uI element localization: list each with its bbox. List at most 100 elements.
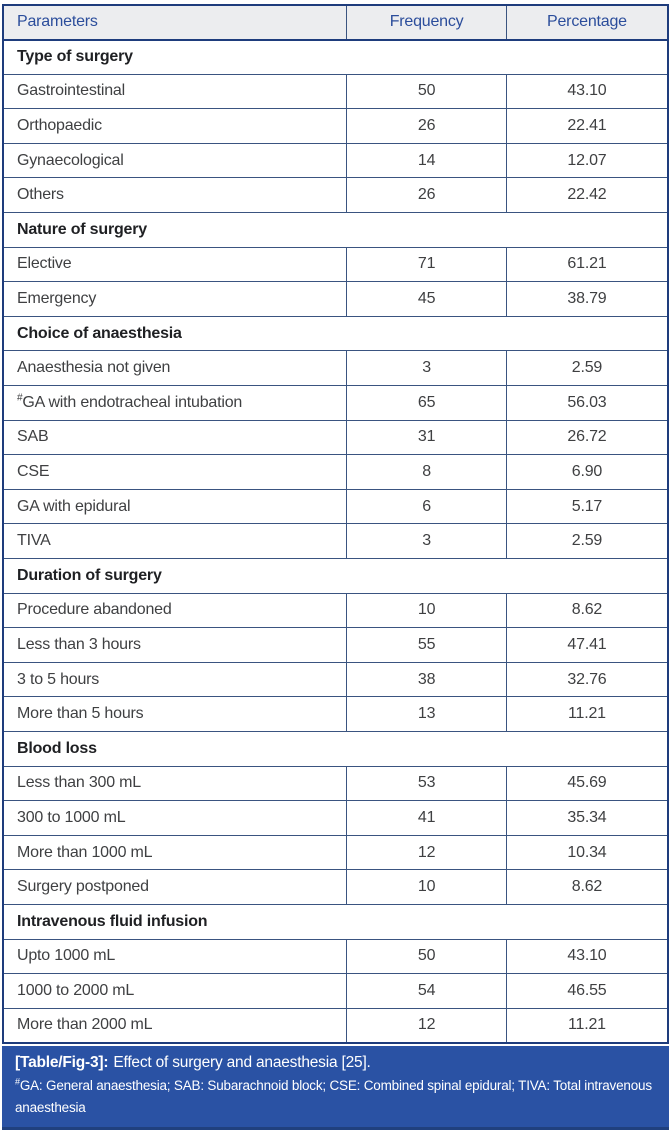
percentage-cell: 46.55 [505, 973, 669, 1009]
table-row: Procedure abandoned 10 8.62 [2, 592, 669, 629]
frequency-cell: 55 [346, 627, 507, 663]
percentage-cell: 11.21 [505, 1007, 669, 1044]
caption-bar: [Table/Fig-3]: Effect of surgery and anae… [2, 1045, 669, 1130]
percentage-cell: 61.21 [505, 246, 669, 283]
frequency-cell: 13 [346, 696, 507, 732]
percentage-cell: 8.62 [505, 592, 669, 629]
percentage-cell: 5.17 [505, 488, 669, 525]
frequency-cell: 8 [346, 454, 507, 490]
section-row: Nature of surgery [2, 212, 669, 248]
parameter-cell: SAB [2, 419, 348, 456]
frequency-cell: 54 [346, 973, 507, 1009]
table-row: #GA with endotracheal intubation 65 56.03 [2, 385, 669, 421]
frequency-cell: 38 [346, 661, 507, 698]
footnote-marker: # [15, 1076, 20, 1087]
parameter-cell: 3 to 5 hours [2, 661, 348, 698]
frequency-cell: 6 [346, 488, 507, 525]
table-row: More than 2000 mL 12 11.21 [2, 1007, 669, 1044]
col-header-percentage: Percentage [505, 4, 669, 41]
percentage-cell: 10.34 [505, 834, 669, 871]
table-row: Gastrointestinal 50 43.10 [2, 73, 669, 110]
parameter-cell: More than 2000 mL [2, 1007, 348, 1044]
section-title: Blood loss [2, 730, 669, 767]
parameter-cell: Less than 300 mL [2, 765, 348, 802]
table-row: 1000 to 2000 mL 54 46.55 [2, 973, 669, 1009]
frequency-cell: 50 [346, 938, 507, 975]
caption-title: [Table/Fig-3]: Effect of surgery and anae… [15, 1054, 657, 1072]
table-row: Surgery postponed 10 8.62 [2, 869, 669, 905]
parameter-cell: More than 1000 mL [2, 834, 348, 871]
table-row: Anaesthesia not given 3 2.59 [2, 350, 669, 387]
frequency-cell: 26 [346, 108, 507, 144]
parameter-cell: Gastrointestinal [2, 73, 348, 110]
percentage-cell: 11.21 [505, 696, 669, 732]
table-row: Elective 71 61.21 [2, 246, 669, 283]
table-row: SAB 31 26.72 [2, 419, 669, 456]
percentage-cell: 43.10 [505, 73, 669, 110]
table-row: 3 to 5 hours 38 32.76 [2, 661, 669, 698]
table-row: CSE 8 6.90 [2, 454, 669, 490]
frequency-cell: 10 [346, 592, 507, 629]
percentage-cell: 12.07 [505, 142, 669, 179]
percentage-cell: 22.41 [505, 108, 669, 144]
table-row: Less than 300 mL 53 45.69 [2, 765, 669, 802]
percentage-cell: 8.62 [505, 869, 669, 905]
parameter-cell: Orthopaedic [2, 108, 348, 144]
frequency-cell: 3 [346, 350, 507, 387]
table-row: Emergency 45 38.79 [2, 281, 669, 317]
parameter-cell: 1000 to 2000 mL [2, 973, 348, 1009]
frequency-cell: 50 [346, 73, 507, 110]
frequency-cell: 65 [346, 385, 507, 421]
percentage-cell: 32.76 [505, 661, 669, 698]
header-row: Parameters Frequency Percentage [2, 4, 669, 41]
parameter-cell: Others [2, 177, 348, 214]
percentage-cell: 56.03 [505, 385, 669, 421]
frequency-cell: 71 [346, 246, 507, 283]
frequency-cell: 45 [346, 281, 507, 317]
table-row: Orthopaedic 26 22.41 [2, 108, 669, 144]
frequency-cell: 10 [346, 869, 507, 905]
frequency-cell: 31 [346, 419, 507, 456]
parameter-cell: 300 to 1000 mL [2, 800, 348, 836]
percentage-cell: 26.72 [505, 419, 669, 456]
col-header-parameters: Parameters [2, 4, 348, 41]
section-title: Nature of surgery [2, 212, 669, 248]
percentage-cell: 38.79 [505, 281, 669, 317]
section-row: Type of surgery [2, 39, 669, 75]
parameter-cell: Anaesthesia not given [2, 350, 348, 387]
parameter-cell: GA with epidural [2, 488, 348, 525]
percentage-cell: 2.59 [505, 350, 669, 387]
percentage-cell: 47.41 [505, 627, 669, 663]
caption-footnote: #GA: General anaesthesia; SAB: Subarachn… [15, 1075, 657, 1119]
footnote-text: GA: General anaesthesia; SAB: Subarachno… [15, 1077, 652, 1115]
col-header-frequency: Frequency [346, 4, 507, 41]
section-title: Type of surgery [2, 39, 669, 75]
section-row: Choice of anaesthesia [2, 315, 669, 352]
table-row: TIVA 3 2.59 [2, 523, 669, 559]
frequency-cell: 53 [346, 765, 507, 802]
data-table: Parameters Frequency Percentage Type of … [2, 4, 669, 1044]
parameter-cell: Upto 1000 mL [2, 938, 348, 975]
table-row: Others 26 22.42 [2, 177, 669, 214]
parameter-cell: Surgery postponed [2, 869, 348, 905]
table-row: More than 1000 mL 12 10.34 [2, 834, 669, 871]
percentage-cell: 2.59 [505, 523, 669, 559]
percentage-cell: 22.42 [505, 177, 669, 214]
parameter-cell: CSE [2, 454, 348, 490]
section-row: Blood loss [2, 730, 669, 767]
section-row: Duration of surgery [2, 558, 669, 594]
parameter-cell: TIVA [2, 523, 348, 559]
parameter-cell: #GA with endotracheal intubation [2, 385, 348, 421]
frequency-cell: 12 [346, 1007, 507, 1044]
table-row: Gynaecological 14 12.07 [2, 142, 669, 179]
percentage-cell: 35.34 [505, 800, 669, 836]
section-title: Choice of anaesthesia [2, 315, 669, 352]
table-row: Less than 3 hours 55 47.41 [2, 627, 669, 663]
parameter-cell: Gynaecological [2, 142, 348, 179]
section-title: Intravenous fluid infusion [2, 903, 669, 940]
parameter-cell: More than 5 hours [2, 696, 348, 732]
caption-text: Effect of surgery and anaesthesia [25]. [113, 1053, 371, 1071]
parameter-cell: Emergency [2, 281, 348, 317]
parameter-cell: Less than 3 hours [2, 627, 348, 663]
frequency-cell: 26 [346, 177, 507, 214]
